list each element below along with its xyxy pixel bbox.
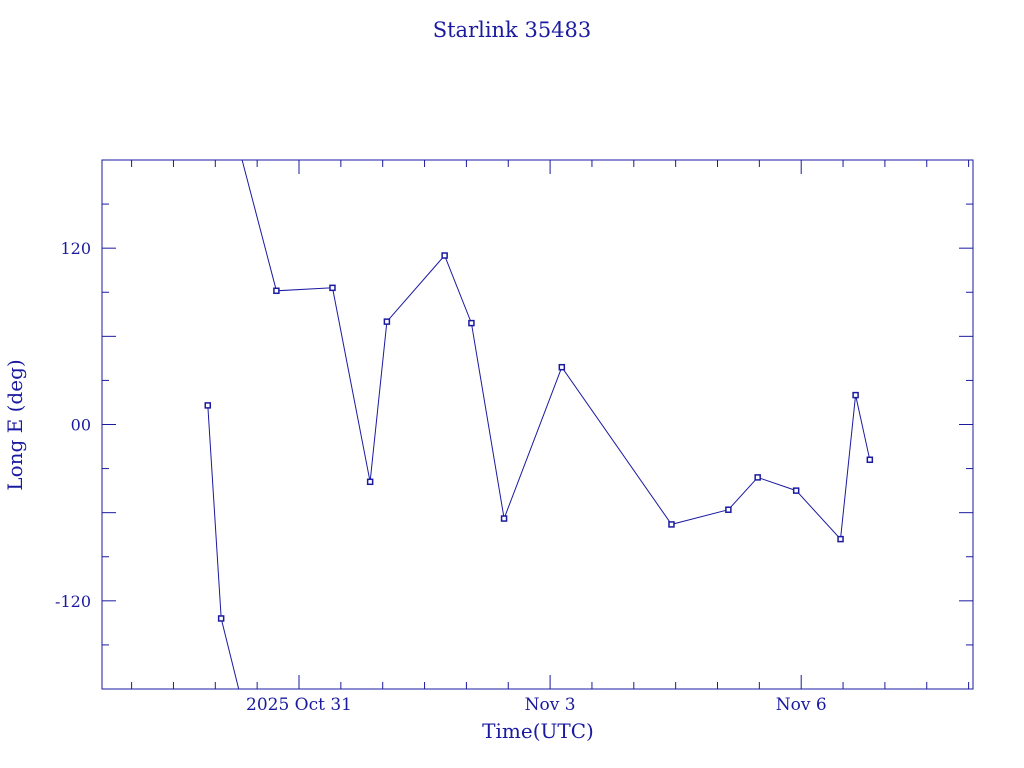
- y-axis-tick-labels: 120 00 -120: [55, 239, 91, 611]
- data-point-marker: [558, 363, 566, 371]
- y-tick-label: -120: [55, 592, 91, 611]
- data-point-marker: [754, 474, 761, 481]
- x-axis-label: Time(UTC): [482, 719, 594, 743]
- data-point-marker: [668, 521, 675, 528]
- data-point-marker: [441, 252, 448, 259]
- x-tick-label: Nov 6: [776, 695, 827, 715]
- data-point-marker: [468, 319, 475, 327]
- data-point-marker: [500, 515, 508, 522]
- data-point-marker: [866, 456, 874, 464]
- data-point-marker: [204, 402, 212, 409]
- data-point-marker: [383, 318, 391, 325]
- y-axis-label: Long E (deg): [3, 359, 27, 490]
- series-layer: [204, 160, 874, 689]
- series-line-segment: [241, 160, 871, 541]
- data-point-marker: [852, 391, 859, 399]
- series-line-segment: [207, 405, 240, 689]
- plot-frame: [101, 159, 974, 690]
- x-axis-ticks: [131, 160, 970, 689]
- x-tick-label: 2025 Oct 31: [246, 695, 352, 715]
- data-point-marker: [366, 478, 374, 486]
- x-tick-label: Nov 3: [525, 695, 576, 715]
- y-tick-label: 120: [60, 239, 91, 258]
- chart-title: Starlink 35483: [433, 18, 592, 42]
- y-tick-label: 00: [71, 416, 91, 435]
- data-point-marker: [725, 506, 732, 513]
- data-point-marker: [792, 487, 800, 494]
- data-point-marker: [329, 284, 336, 292]
- data-point-marker: [217, 615, 225, 622]
- data-point-marker: [273, 287, 280, 295]
- x-axis-tick-labels: 2025 Oct 31 Nov 3 Nov 6: [246, 695, 827, 715]
- y-axis-ticks: [102, 159, 973, 690]
- data-point-marker: [837, 535, 844, 543]
